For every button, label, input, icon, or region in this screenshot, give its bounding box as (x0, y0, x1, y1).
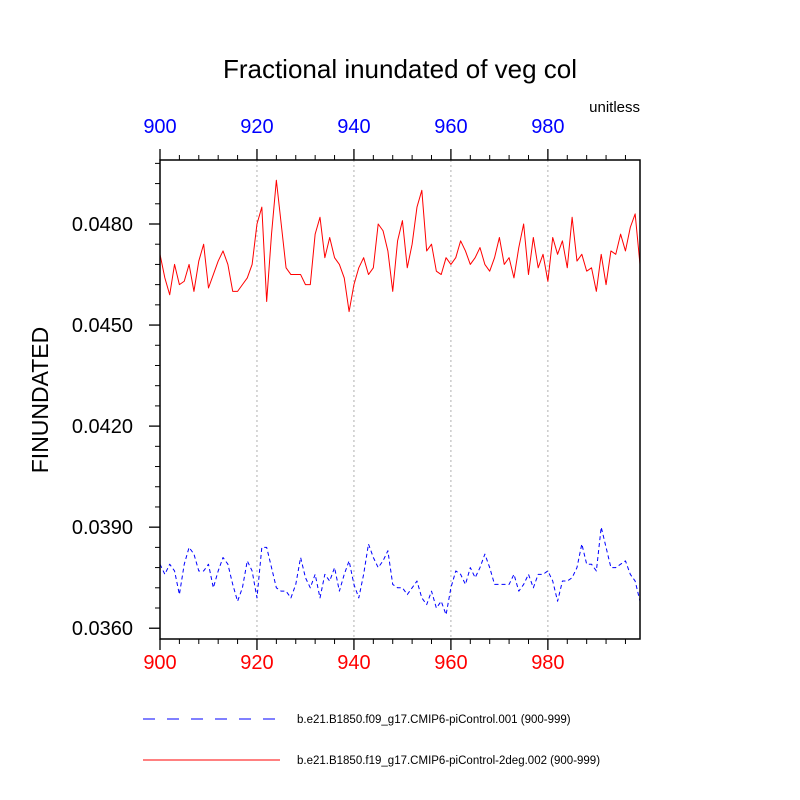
series-line-1 (159, 526, 641, 616)
grid-layer (256, 160, 549, 639)
ticks-layer (149, 149, 626, 650)
x-tick-label-top: 980 (531, 116, 564, 138)
labels-layer: 900 900 920 920 940 940 960 960 980 980 0.0360 0.03… (72, 116, 565, 674)
x-tick-label-top: 960 (434, 116, 467, 138)
series-layer (159, 179, 641, 616)
y-tick-label: 0.0420 (72, 416, 133, 438)
plot-frame (159, 159, 641, 640)
x-tick-label-top: 900 (143, 116, 176, 138)
chart-title: Fractional inundated of veg col (223, 54, 577, 84)
x-tick-label-bottom: 920 (240, 652, 273, 674)
y-tick-label: 0.0390 (72, 517, 133, 539)
x-tick-label-bottom: 980 (531, 652, 564, 674)
y-tick-label: 0.0450 (72, 315, 133, 337)
x-tick-label-bottom: 900 (143, 652, 176, 674)
x-tick-label-top: 940 (337, 116, 370, 138)
x-tick-label-top: 920 (240, 116, 273, 138)
y-tick-label: 0.0480 (72, 214, 133, 236)
x-tick-label-bottom: 940 (337, 652, 370, 674)
y-axis-label: FINUNDATED (27, 327, 53, 474)
legend: b.e21.B1850.f09_g17.CMIP6-piControl.001 … (143, 714, 600, 767)
units-label: unitless (589, 99, 640, 116)
x-tick-label-bottom: 960 (434, 652, 467, 674)
series-line-2 (159, 179, 641, 313)
y-tick-label: 0.0360 (72, 618, 133, 640)
legend-label-2: b.e21.B1850.f19_g17.CMIP6-piControl-2deg… (297, 755, 600, 767)
legend-label-1: b.e21.B1850.f09_g17.CMIP6-piControl.001 … (297, 714, 571, 726)
